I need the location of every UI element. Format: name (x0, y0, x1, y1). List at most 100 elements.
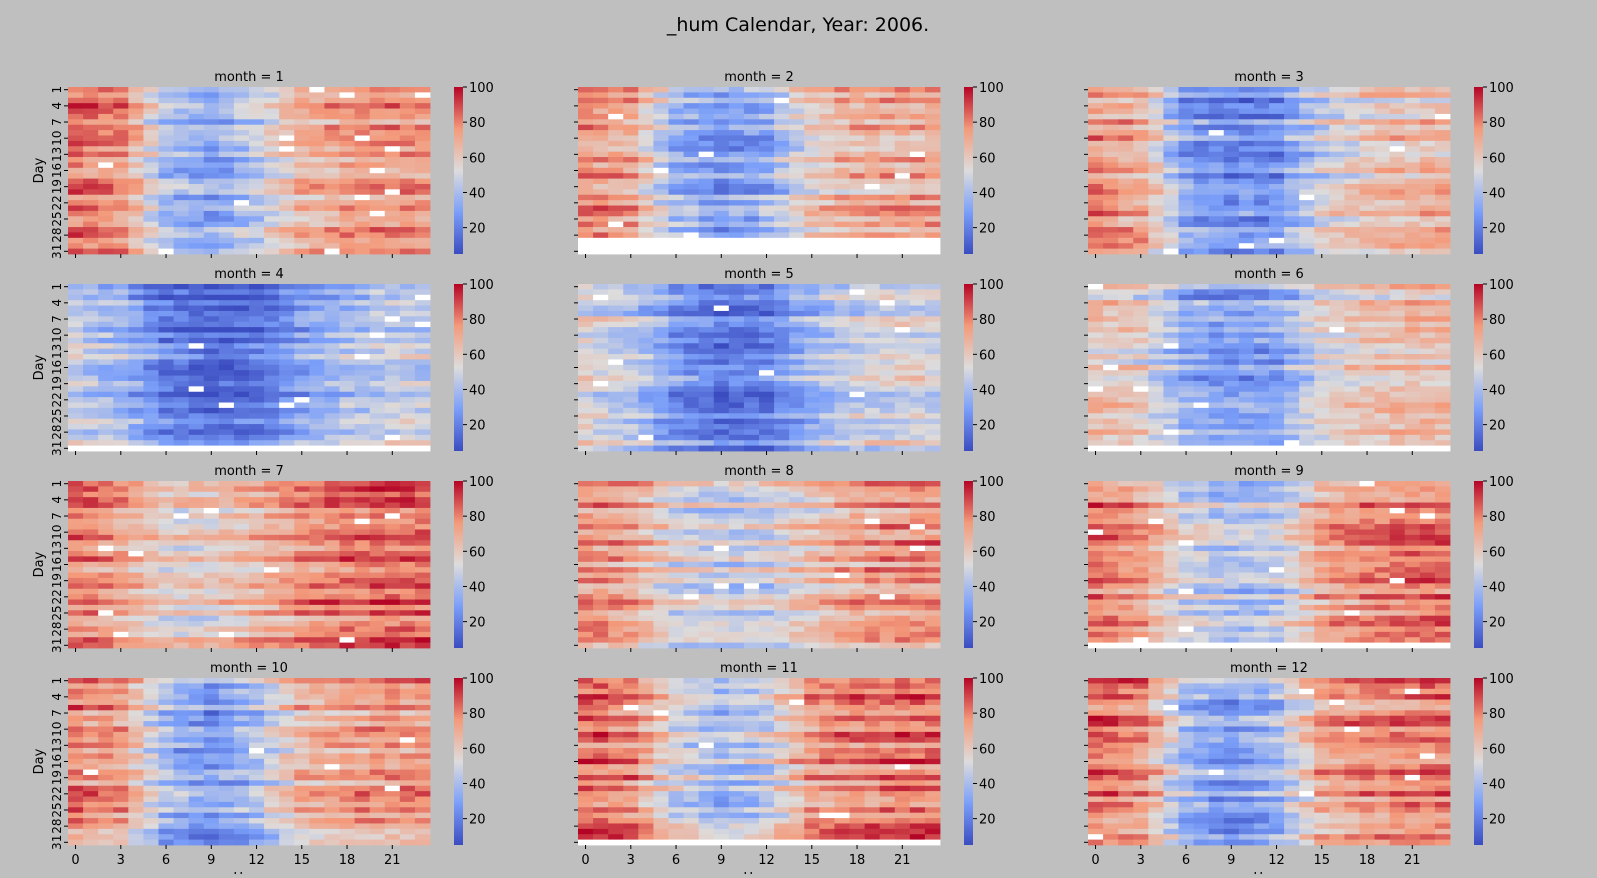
heatmap-cell (1088, 435, 1103, 441)
heatmap-cell (1435, 173, 1450, 179)
heatmap-cell (1088, 130, 1103, 136)
heatmap-cell (189, 92, 204, 98)
heatmap-cell (1329, 403, 1344, 409)
heatmap-cell (143, 397, 158, 403)
heatmap-cell (578, 311, 593, 317)
heatmap-cell (578, 157, 593, 163)
heatmap-cell (699, 222, 714, 228)
heatmap-cell (264, 189, 279, 195)
heatmap-cell (98, 103, 113, 109)
heatmap-cell (83, 540, 98, 546)
heatmap-cell (714, 306, 729, 312)
heatmap-cell (355, 524, 370, 530)
heatmap-cell (128, 238, 143, 244)
heatmap-cell (638, 376, 653, 382)
heatmap-cell (1420, 109, 1435, 115)
heatmap-cell (1118, 322, 1133, 328)
heatmap-cell (669, 119, 684, 125)
heatmap-cell (294, 327, 309, 333)
heatmap-cell (113, 408, 128, 414)
heatmap-cell (684, 206, 699, 212)
heatmap-cell (1179, 403, 1194, 409)
heatmap-cell (850, 98, 865, 104)
heatmap-cell (370, 179, 385, 185)
heatmap-cell (1209, 168, 1224, 174)
heatmap-cell (385, 114, 400, 120)
heatmap-cell (143, 306, 158, 312)
heatmap-cell (578, 295, 593, 301)
heatmap-cell (1163, 157, 1178, 163)
heatmap-cell (128, 306, 143, 312)
heatmap-cell (1314, 392, 1329, 398)
heatmap-cell (294, 152, 309, 158)
heatmap-cell (834, 419, 849, 425)
heatmap-cell (1375, 114, 1390, 120)
heatmap-cell (684, 87, 699, 93)
heatmap-cell (1390, 376, 1405, 382)
heatmap-cell (789, 413, 804, 419)
heatmap-cell (174, 295, 189, 301)
heatmap-cell (1148, 446, 1163, 452)
panel-title: month = 2 (724, 70, 794, 85)
heatmap-cell (1179, 98, 1194, 104)
heatmap-cell (925, 184, 940, 190)
heatmap-cell (249, 119, 264, 125)
heatmap-cell (1360, 408, 1375, 414)
heatmap-cell (1435, 195, 1450, 201)
heatmap-cell (638, 397, 653, 403)
heatmap-cell (865, 284, 880, 290)
heatmap-cell (880, 114, 895, 120)
heatmap-cell (219, 141, 234, 147)
heatmap-cell (593, 381, 608, 387)
heatmap-cell (1163, 98, 1178, 104)
colorbar-tick-label: 80 (1489, 313, 1506, 328)
heatmap-cell (1360, 354, 1375, 360)
heatmap-cell (593, 195, 608, 201)
heatmap-cell (1194, 232, 1209, 238)
heatmap-cell (1390, 98, 1405, 104)
heatmap-cell (1133, 189, 1148, 195)
heatmap-cell (234, 397, 249, 403)
heatmap-cell (684, 114, 699, 120)
heatmap-cell (189, 497, 204, 503)
heatmap-cell (910, 429, 925, 435)
heatmap-cell (789, 109, 804, 115)
heatmap-cell (1284, 349, 1299, 355)
heatmap-cell (834, 338, 849, 344)
heatmap-cell (415, 429, 430, 435)
heatmap-cell (143, 103, 158, 109)
heatmap-cell (219, 424, 234, 430)
heatmap-cell (1284, 322, 1299, 328)
heatmap-cell (653, 125, 668, 131)
heatmap-cell (895, 327, 910, 333)
heatmap-cell (400, 403, 415, 409)
heatmap-cell (415, 232, 430, 238)
heatmap-cell (608, 354, 623, 360)
heatmap-cell (759, 222, 774, 228)
heatmap-cell (608, 327, 623, 333)
heatmap-cell (249, 98, 264, 104)
heatmap-cell (355, 508, 370, 514)
heatmap-cell (355, 446, 370, 452)
heatmap-cell (699, 103, 714, 109)
heatmap-cell (623, 408, 638, 414)
heatmap-cell (189, 232, 204, 238)
heatmap-cell (1088, 189, 1103, 195)
heatmap-cell (669, 216, 684, 222)
colorbar-tick-label: 100 (469, 278, 494, 293)
heatmap-cell (744, 179, 759, 185)
heatmap-cell (1314, 343, 1329, 349)
heatmap-cell (578, 316, 593, 322)
heatmap-cell (1224, 195, 1239, 201)
heatmap-cell (623, 141, 638, 147)
heatmap-cell (910, 125, 925, 131)
heatmap-cell (370, 429, 385, 435)
heatmap-cell (1375, 243, 1390, 249)
heatmap-cell (925, 419, 940, 425)
heatmap-cell (340, 508, 355, 514)
heatmap-cell (98, 289, 113, 295)
heatmap-cell (1194, 157, 1209, 163)
heatmap-cell (370, 354, 385, 360)
heatmap-cell (910, 440, 925, 446)
heatmap-cell (174, 306, 189, 312)
